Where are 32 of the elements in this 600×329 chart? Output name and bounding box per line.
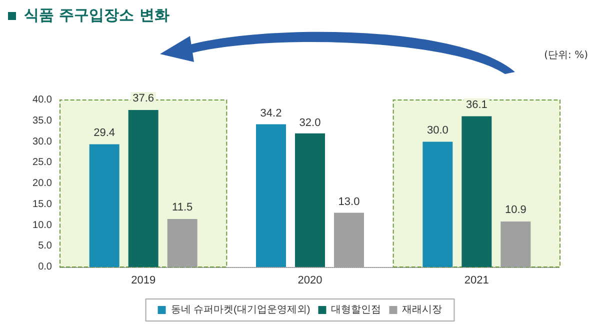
legend-label: 대형할인점	[331, 304, 382, 316]
data-label: 29.4	[94, 126, 116, 139]
y-tick-label: 10.0	[32, 220, 52, 231]
x-tick-label: 2021	[464, 274, 489, 286]
bar	[89, 144, 120, 267]
y-tick-label: 25.0	[32, 157, 52, 168]
data-label: 11.5	[172, 201, 193, 214]
data-label: 32.0	[299, 116, 321, 129]
chart-title: 식품 주구입장소 변화	[24, 6, 170, 25]
data-label: 34.2	[260, 108, 282, 120]
bar	[256, 124, 286, 267]
bar	[295, 133, 325, 267]
data-label: 30.0	[426, 124, 448, 136]
y-tick-label: 5.0	[38, 240, 52, 252]
y-tick-label: 40.0	[32, 94, 52, 106]
y-tick-label: 15.0	[32, 198, 52, 210]
data-label: 10.9	[504, 204, 526, 216]
data-label: 37.6	[132, 92, 154, 105]
bar	[128, 110, 158, 267]
x-tick-label: 2019	[131, 274, 156, 286]
y-tick-label: 35.0	[32, 115, 52, 126]
y-tick-label: 30.0	[32, 136, 52, 148]
text: (단위: %)	[544, 49, 588, 62]
y-tick-label: 20.0	[32, 178, 52, 189]
bar	[462, 116, 492, 267]
bar	[422, 142, 453, 267]
x-tick-label: 2020	[298, 274, 322, 286]
legend-label: 재래시장	[402, 304, 442, 316]
data-label: 36.1	[466, 98, 488, 111]
legend-label: 동네 슈퍼마켓(대기업운영제외)	[170, 304, 310, 316]
data-label: 13.0	[338, 196, 360, 208]
y-tick-label: 0.0	[38, 262, 52, 272]
